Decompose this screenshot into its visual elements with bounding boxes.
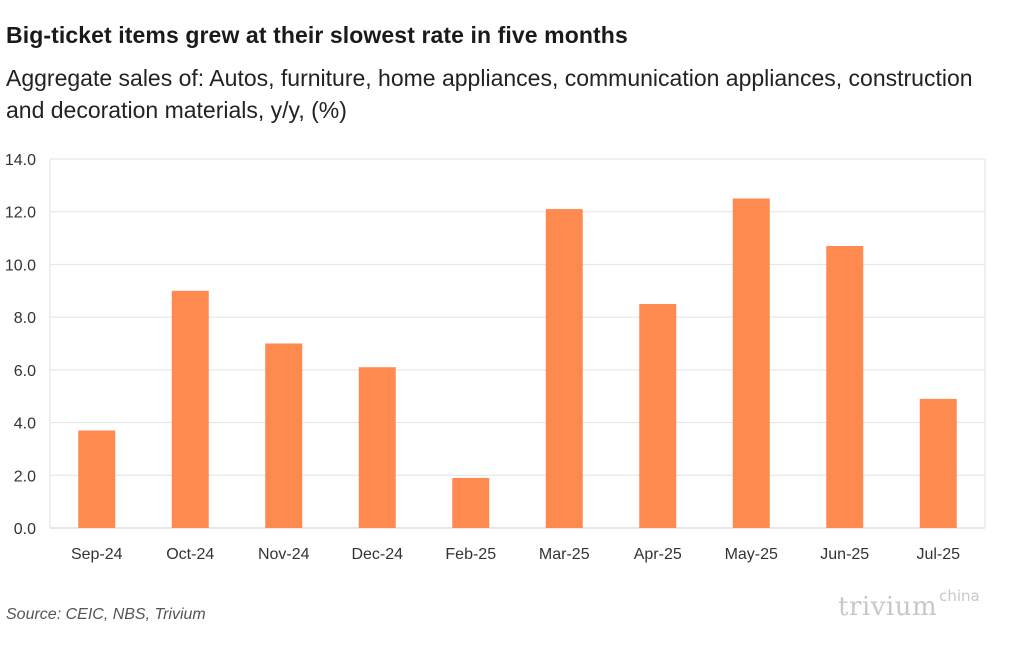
y-tick-label: 0.0 xyxy=(14,521,36,538)
y-tick-label: 4.0 xyxy=(14,416,36,433)
bar xyxy=(919,398,957,528)
x-tick-label: Mar-25 xyxy=(539,546,590,563)
x-tick-label: Jun-25 xyxy=(820,546,869,563)
x-tick-label: Apr-25 xyxy=(634,546,682,563)
x-tick-label: Jul-25 xyxy=(916,546,960,563)
bars xyxy=(78,198,957,528)
y-tick-label: 14.0 xyxy=(5,152,36,169)
x-tick-label: May-25 xyxy=(725,546,778,563)
y-axis-ticks: 0.0 2.0 4.0 6.0 8.0 10.0 12.0 14.0 xyxy=(5,152,36,538)
y-tick-label: 6.0 xyxy=(14,363,36,380)
y-tick-label: 8.0 xyxy=(14,310,36,327)
x-tick-label: Oct-24 xyxy=(166,546,214,563)
bar-chart: 0.0 2.0 4.0 6.0 8.0 10.0 12.0 14.0 Sep-24 Oct-24… xyxy=(5,152,986,563)
bar xyxy=(265,343,303,528)
y-tick-label: 12.0 xyxy=(5,205,36,222)
bar xyxy=(545,209,583,528)
trivium-logo: trivium china xyxy=(838,587,980,622)
bar xyxy=(732,198,770,528)
bar xyxy=(639,303,677,528)
bar xyxy=(826,245,864,528)
source-note: Source: CEIC, NBS, Trivium xyxy=(6,606,206,623)
x-tick-label: Dec-24 xyxy=(351,546,403,563)
x-tick-label: Sep-24 xyxy=(71,546,123,563)
bar xyxy=(358,367,396,528)
y-tick-label: 2.0 xyxy=(14,468,36,485)
x-tick-label: Feb-25 xyxy=(445,546,496,563)
bar xyxy=(452,477,490,528)
logo-text: trivium xyxy=(838,592,938,622)
logo-superscript: china xyxy=(939,587,980,605)
chart-subtitle: Aggregate sales of: Autos, furniture, ho… xyxy=(6,65,973,123)
x-axis-ticks: Sep-24 Oct-24 Nov-24 Dec-24 Feb-25 Mar-25 Apr-… xyxy=(71,546,960,563)
x-tick-label: Nov-24 xyxy=(258,546,310,563)
y-tick-label: 10.0 xyxy=(5,257,36,274)
bar xyxy=(78,430,116,528)
chart-title: Big-ticket items grew at their slowest r… xyxy=(6,22,628,48)
bar xyxy=(171,290,209,528)
